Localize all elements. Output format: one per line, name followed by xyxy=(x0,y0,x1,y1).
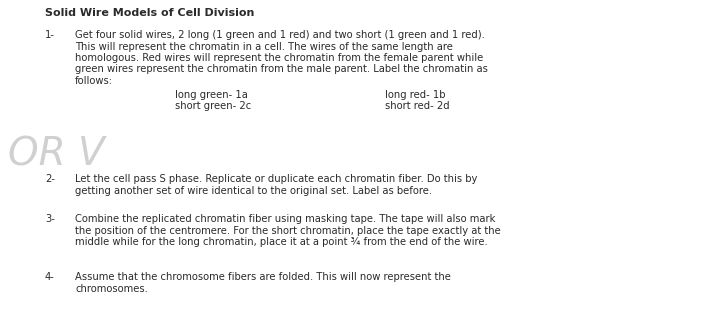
Text: 4-: 4- xyxy=(45,272,55,282)
Text: Assume that the chromosome fibers are folded. This will now represent the: Assume that the chromosome fibers are fo… xyxy=(75,272,451,282)
Text: getting another set of wire identical to the original set. Label as before.: getting another set of wire identical to… xyxy=(75,185,432,196)
Text: Combine the replicated chromatin fiber using masking tape. The tape will also ma: Combine the replicated chromatin fiber u… xyxy=(75,214,495,224)
Text: homologous. Red wires will represent the chromatin from the female parent while: homologous. Red wires will represent the… xyxy=(75,53,483,63)
Text: Get four solid wires, 2 long (1 green and 1 red) and two short (1 green and 1 re: Get four solid wires, 2 long (1 green an… xyxy=(75,30,485,40)
Text: 1-: 1- xyxy=(45,30,55,40)
Text: chromosomes.: chromosomes. xyxy=(75,284,148,294)
Text: long red- 1b: long red- 1b xyxy=(385,89,445,99)
Text: follows:: follows: xyxy=(75,76,113,86)
Text: green wires represent the chromatin from the male parent. Label the chromatin as: green wires represent the chromatin from… xyxy=(75,65,488,75)
Text: Let the cell pass S phase. Replicate or duplicate each chromatin fiber. Do this : Let the cell pass S phase. Replicate or … xyxy=(75,174,477,184)
Text: 2-: 2- xyxy=(45,174,55,184)
Text: 3-: 3- xyxy=(45,214,55,224)
Text: the position of the centromere. For the short chromatin, place the tape exactly : the position of the centromere. For the … xyxy=(75,225,500,236)
Text: middle while for the long chromatin, place it at a point ¾ from the end of the w: middle while for the long chromatin, pla… xyxy=(75,237,488,247)
Text: short green- 2c: short green- 2c xyxy=(175,101,251,111)
Text: This will represent the chromatin in a cell. The wires of the same length are: This will represent the chromatin in a c… xyxy=(75,42,453,51)
Text: long green- 1a: long green- 1a xyxy=(175,89,248,99)
Text: Solid Wire Models of Cell Division: Solid Wire Models of Cell Division xyxy=(45,8,254,18)
Text: short red- 2d: short red- 2d xyxy=(385,101,449,111)
Text: OR V: OR V xyxy=(8,136,105,174)
